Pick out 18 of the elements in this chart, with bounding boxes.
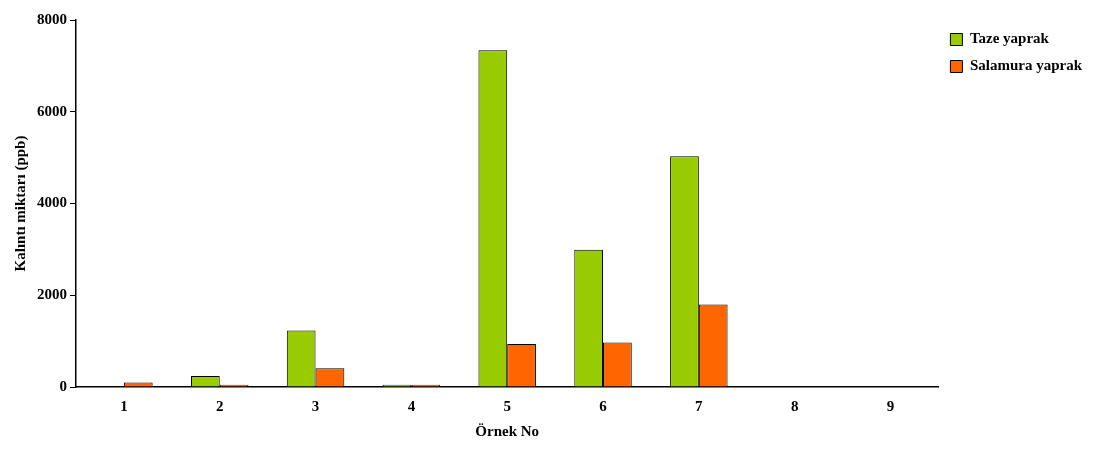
y-axis-title: Kalıntı miktarı (ppb): [11, 135, 29, 272]
x-tick-label: 3: [311, 397, 320, 414]
x-tick-label: 4: [407, 397, 416, 414]
x-tick-label: 5: [503, 397, 511, 414]
y-tick-label: 6000: [37, 102, 67, 119]
legend-label: Salamura yaprak: [969, 57, 1083, 74]
x-axis-title: Örnek No: [475, 422, 540, 439]
x-tick-label: 1: [120, 397, 128, 414]
x-tick-label: 7: [695, 397, 704, 414]
x-tick-label: 2: [215, 397, 224, 414]
x-tick-label: 6: [599, 397, 608, 414]
x-tick-label: 8: [790, 397, 799, 414]
y-tick-label: 8000: [37, 10, 67, 27]
y-tick-label: 4000: [37, 194, 67, 211]
x-tick-label: 9: [886, 397, 895, 414]
y-tick-label: 2000: [37, 286, 67, 303]
legend-label: Taze yaprak: [969, 30, 1050, 47]
y-tick-label: 0: [59, 377, 67, 394]
